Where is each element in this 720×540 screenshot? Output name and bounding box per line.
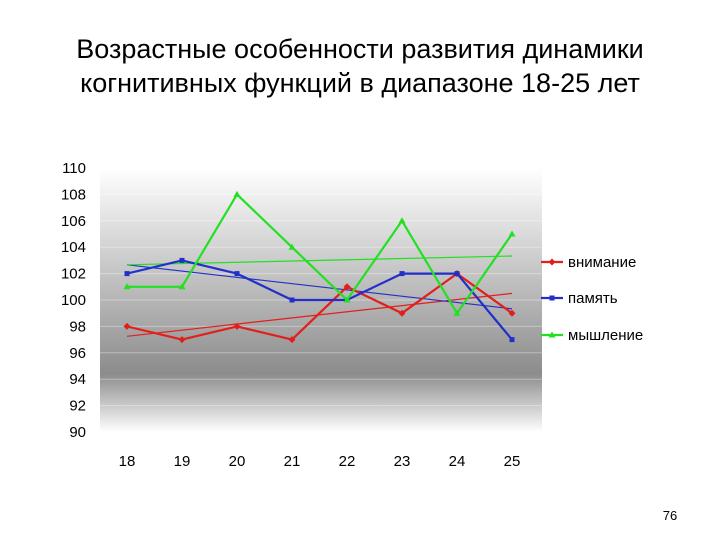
legend-label: память <box>568 290 618 307</box>
x-tick-label: 18 <box>119 453 136 470</box>
data-point <box>179 257 185 263</box>
series-line <box>126 259 513 341</box>
data-point <box>233 322 241 330</box>
y-tick-label: 102 <box>61 266 86 283</box>
legend-marker <box>548 331 556 338</box>
y-tick-label: 104 <box>61 239 86 256</box>
data-point <box>289 297 295 303</box>
data-point <box>454 271 460 277</box>
data-point <box>288 336 296 344</box>
y-tick-label: 94 <box>69 371 86 388</box>
x-tick-label: 25 <box>504 453 521 470</box>
y-tick-label: 90 <box>69 424 86 441</box>
data-point <box>399 271 405 277</box>
y-tick-label: 106 <box>61 213 86 230</box>
slide-title: Возрастные особенности развития динамики… <box>0 32 720 100</box>
y-tick-label: 108 <box>61 186 86 203</box>
data-point <box>343 296 351 303</box>
data-point <box>123 283 131 290</box>
slide-title-line1: Возрастные особенности развития динамики <box>76 34 644 64</box>
data-point <box>123 322 131 330</box>
data-point <box>178 283 186 290</box>
y-tick-label: 98 <box>69 318 86 335</box>
y-tick-label: 96 <box>69 345 86 362</box>
data-point <box>343 283 351 291</box>
data-point <box>508 309 516 317</box>
trendline <box>126 292 513 337</box>
data-point <box>178 336 186 344</box>
x-tick-label: 23 <box>394 453 411 470</box>
data-point <box>233 190 241 197</box>
legend-marker <box>548 258 556 266</box>
data-point <box>508 230 516 237</box>
data-point <box>509 337 515 343</box>
x-tick-label: 24 <box>449 453 466 470</box>
y-tick-label: 110 <box>62 160 86 177</box>
x-tick-label: 19 <box>174 453 191 470</box>
x-tick-label: 21 <box>284 453 301 470</box>
slide-title-line2: когнитивных функций в диапазоне 18-25 ле… <box>80 68 640 98</box>
data-point <box>124 271 130 277</box>
x-tick-label: 22 <box>339 453 356 470</box>
series-line <box>127 193 513 315</box>
legend-marker <box>549 295 555 301</box>
y-tick-label: 92 <box>69 398 86 415</box>
y-tick-label: 100 <box>61 292 86 309</box>
series-line <box>126 272 513 341</box>
x-tick-label: 20 <box>229 453 246 470</box>
data-point <box>453 309 461 316</box>
data-point <box>398 217 406 224</box>
legend-label: мышление <box>568 327 643 344</box>
data-point <box>398 309 406 317</box>
data-point <box>288 243 296 250</box>
legend-label: внимание <box>568 254 636 271</box>
page-number: 76 <box>662 508 678 523</box>
data-point <box>234 271 240 277</box>
